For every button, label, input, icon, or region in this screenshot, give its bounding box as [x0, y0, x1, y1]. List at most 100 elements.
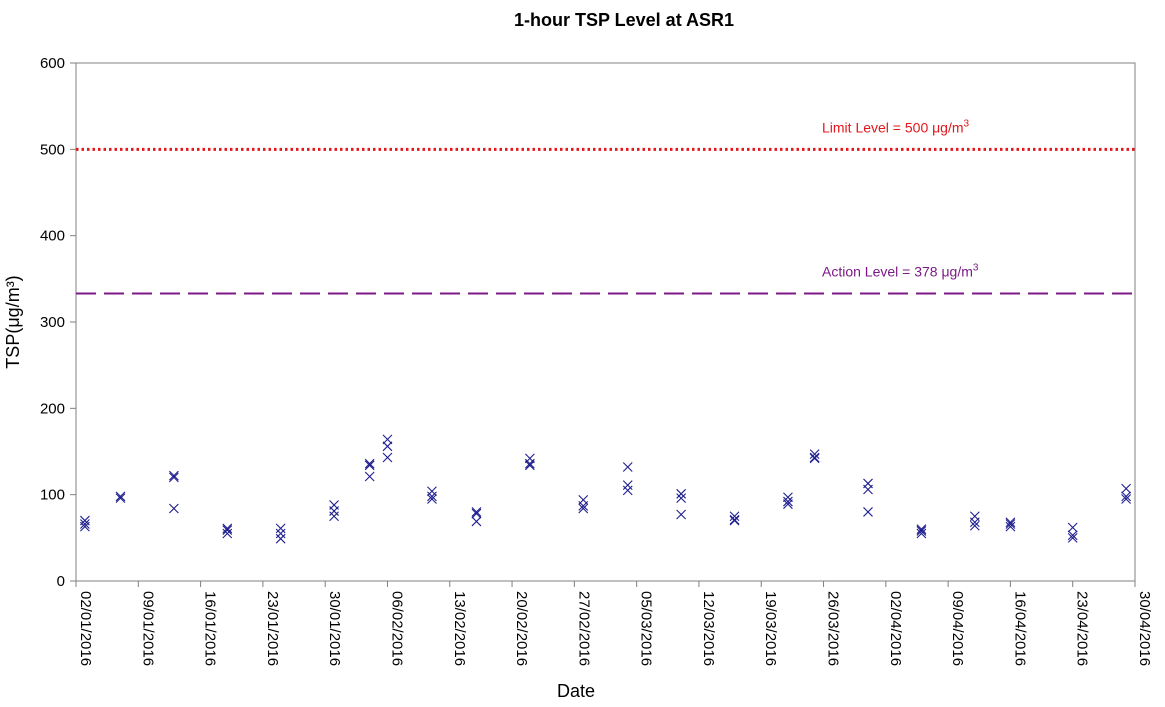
x-tick-label: 09/01/2016 — [139, 591, 156, 666]
data-point — [364, 471, 375, 482]
data-point — [382, 434, 393, 445]
data-point — [1067, 522, 1078, 533]
data-point — [524, 460, 535, 471]
x-axis: 02/01/2016 09/01/2016 16/01/2016 23/01/2016… — [75, 581, 1153, 666]
data-point — [969, 517, 980, 528]
x-tick-label: 19/03/2016 — [762, 591, 779, 666]
data-point — [222, 523, 233, 534]
data-point — [916, 528, 927, 539]
x-tick-label: 26/03/2016 — [825, 591, 842, 666]
y-tick-label: 500 — [40, 141, 65, 158]
data-point — [382, 441, 393, 452]
y-tick-label: 0 — [57, 573, 65, 590]
data-point — [729, 514, 740, 525]
data-point — [427, 494, 437, 504]
data-point — [676, 509, 687, 520]
data-point — [471, 508, 482, 519]
x-tick-label: 30/04/2016 — [1136, 591, 1153, 666]
data-points — [80, 434, 1131, 544]
chart-title: 1-hour TSP Level at ASR1 — [514, 10, 734, 30]
data-point — [783, 499, 793, 510]
x-tick-label: 23/01/2016 — [264, 591, 281, 666]
data-point — [524, 453, 535, 464]
data-point — [676, 493, 687, 504]
data-point — [1067, 532, 1078, 543]
data-point — [622, 485, 633, 496]
data-point — [80, 521, 90, 532]
data-point — [329, 506, 339, 516]
x-tick-label: 13/02/2016 — [451, 591, 468, 666]
data-point — [1121, 483, 1131, 494]
limit-level-label-sup: 3 — [964, 118, 970, 129]
data-point — [578, 503, 589, 514]
x-tick-label: 05/03/2016 — [638, 591, 655, 666]
y-tick-label: 200 — [40, 400, 65, 417]
data-point — [729, 511, 740, 522]
x-axis-label: Date — [557, 681, 595, 701]
limit-level-label: Limit Level = 500 μg/m3 — [822, 118, 970, 135]
limit-level-label-text: Limit Level = 500 μg/m — [822, 119, 964, 135]
data-point — [471, 507, 482, 517]
data-point — [427, 491, 437, 502]
data-point — [382, 452, 393, 463]
x-tick-label: 06/02/2016 — [388, 591, 405, 666]
x-tick-label: 16/04/2016 — [1011, 591, 1028, 666]
data-point — [622, 480, 633, 491]
x-tick-label: 02/01/2016 — [77, 591, 94, 666]
data-point — [863, 484, 873, 495]
x-tick-label: 23/04/2016 — [1074, 591, 1091, 666]
data-point — [1005, 519, 1016, 529]
data-point — [578, 501, 589, 511]
data-point — [222, 528, 233, 539]
data-point — [969, 520, 980, 531]
data-point — [364, 460, 375, 471]
x-tick-label: 12/03/2016 — [700, 591, 717, 666]
data-point — [1005, 521, 1016, 532]
plot-area — [75, 62, 1136, 582]
data-point — [275, 533, 286, 544]
y-axis-label: TSP(μg/m³) — [3, 275, 23, 368]
data-point — [115, 491, 126, 502]
x-tick-label: 16/01/2016 — [202, 591, 219, 666]
data-point — [783, 496, 793, 507]
data-point — [783, 492, 793, 503]
x-tick-label: 09/04/2016 — [949, 591, 966, 666]
data-point — [169, 503, 179, 514]
data-point — [364, 458, 375, 469]
data-point — [169, 472, 179, 483]
data-point — [329, 511, 339, 522]
y-tick-label: 300 — [40, 314, 65, 331]
data-point — [729, 515, 740, 526]
data-point — [80, 519, 90, 529]
data-point — [275, 528, 286, 539]
data-point — [809, 452, 820, 463]
data-point — [809, 449, 820, 459]
data-point — [471, 516, 482, 527]
data-point — [1121, 494, 1131, 504]
data-point — [676, 488, 687, 499]
data-point — [916, 524, 927, 535]
data-point — [1121, 491, 1131, 502]
data-point — [169, 470, 179, 481]
y-tick-label: 600 — [40, 55, 65, 72]
x-tick-label: 30/01/2016 — [326, 591, 343, 666]
data-point — [427, 486, 437, 497]
data-point — [1005, 517, 1016, 528]
data-point — [524, 458, 535, 469]
data-point — [863, 507, 873, 517]
data-point — [916, 526, 927, 536]
data-point — [275, 523, 286, 534]
action-level-label-text: Action Level = 378 μg/m — [822, 264, 973, 280]
x-tick-label: 02/04/2016 — [887, 591, 904, 666]
data-point — [1067, 530, 1078, 541]
x-tick-label: 27/02/2016 — [575, 591, 592, 666]
data-point — [809, 453, 820, 464]
action-level-label: Action Level = 378 μg/m3 — [822, 263, 979, 280]
action-level-label-sup: 3 — [973, 263, 979, 274]
y-tick-label: 400 — [40, 228, 65, 245]
data-point — [622, 462, 633, 472]
data-point — [222, 525, 233, 535]
x-tick-label: 20/02/2016 — [513, 591, 530, 666]
